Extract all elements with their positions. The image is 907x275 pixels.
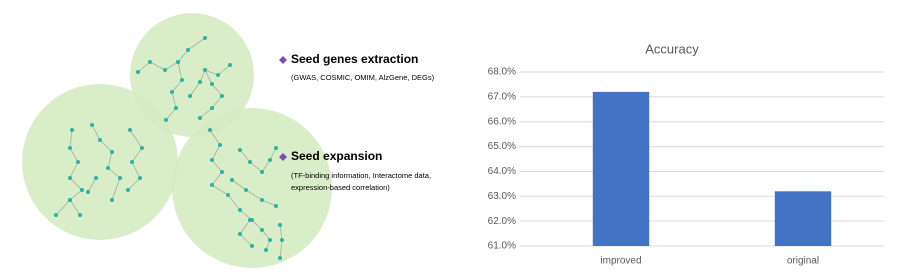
node [226,193,230,197]
node [180,78,184,82]
node [140,146,144,150]
node [208,128,212,132]
y-tick-label: 64.0% [488,166,516,177]
step-detail: (TF-binding information, Interactome dat… [291,171,431,180]
node [188,94,192,98]
node [238,232,242,236]
step-title: Seed expansion [291,149,382,163]
node [68,198,72,202]
node [98,138,102,142]
node [186,48,190,52]
step-detail: expression-based correlation) [291,183,390,192]
node [280,238,284,242]
node [54,213,58,217]
x-tick-label: improved [600,256,641,267]
node [203,36,207,40]
y-tick-label: 66.0% [488,116,516,127]
node [210,106,214,110]
node [268,238,272,242]
chart-title: Accuracy [645,41,699,56]
node [248,218,252,222]
node [78,213,82,217]
node [248,160,252,164]
node [264,248,268,252]
edge [137,37,206,73]
cluster [22,84,178,240]
network [54,36,284,260]
bar [592,91,650,246]
edge [231,179,277,207]
node [136,70,140,74]
node [138,176,142,180]
node [220,94,224,98]
node [268,158,272,162]
step-detail: (GWAS, COSMIC, OMIM, AlzGene, DEGs) [291,73,435,82]
y-tick-label: 62.0% [488,216,516,227]
y-tick-label: 68.0% [488,67,516,78]
bullet [279,56,287,64]
node [260,228,264,232]
node [164,118,168,122]
node [244,188,248,192]
node [220,170,224,174]
node [210,183,214,187]
bar [774,191,832,246]
node [94,176,98,180]
step-title: Seed genes extraction [291,52,418,66]
node [68,146,72,150]
y-tick-label: 65.0% [488,141,516,152]
node [170,90,174,94]
node [274,146,278,150]
node [86,190,90,194]
node [80,188,84,192]
node [163,68,167,72]
node [274,204,278,208]
node [130,160,134,164]
node [278,256,282,260]
node [68,176,72,180]
edge [69,199,81,216]
node [228,63,232,67]
bullet [279,153,287,161]
node [198,116,202,120]
node [210,158,214,162]
node [110,150,114,154]
node [238,148,242,152]
node [260,198,264,202]
node [174,106,178,110]
network-diagram [22,13,332,268]
node [218,143,222,147]
node [278,223,282,227]
node [250,244,254,248]
x-tick-label: original [787,256,819,267]
y-tick-label: 67.0% [488,91,516,102]
bar-chart: Accuracy 61.0% 62.0% 63.0% 64.0% 65.0% 66.0% 6… [488,41,884,267]
node [230,178,234,182]
node [126,188,130,192]
node [106,166,110,170]
node [176,60,180,64]
node [210,82,214,86]
node [76,160,80,164]
cluster [172,108,332,268]
node [118,176,122,180]
node [70,128,74,132]
y-tick-label: 63.0% [488,191,516,202]
edge [91,124,121,201]
node [148,60,152,64]
node [198,80,202,84]
cluster [130,13,254,137]
node [260,170,264,174]
node [90,123,94,127]
edge [87,177,97,193]
node [128,128,132,132]
node [238,208,242,212]
node [203,68,207,72]
y-tick-label: 61.0% [488,241,516,252]
node [216,73,220,77]
node [110,198,114,202]
